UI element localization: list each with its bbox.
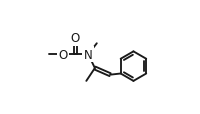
Text: N: N — [84, 48, 93, 61]
Text: O: O — [58, 48, 68, 61]
Text: O: O — [71, 32, 80, 45]
